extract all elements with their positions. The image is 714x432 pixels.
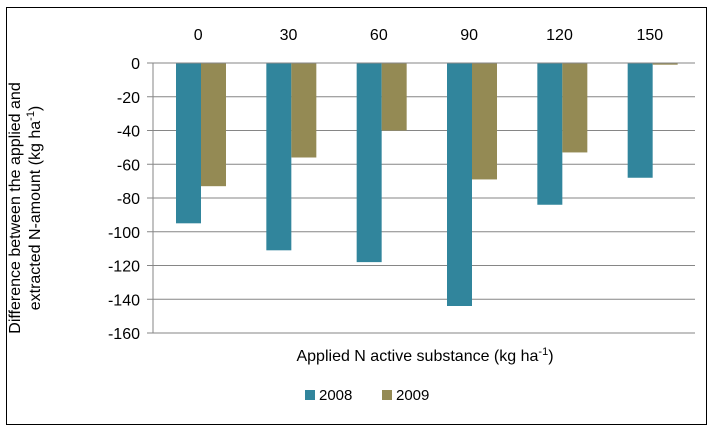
x-tick-label: 150 — [636, 27, 663, 44]
y-tick-labels: 0 -20 -40 -60 -80 -100 -120 -140 -160 — [108, 56, 140, 343]
bar-2009-0 — [201, 63, 226, 187]
x-axis-title-sup: -1 — [538, 346, 548, 358]
y-tick-label: -40 — [117, 124, 140, 141]
x-tick-label: 30 — [280, 27, 298, 44]
y-tick-label: -100 — [108, 225, 140, 242]
x-tick-label: 60 — [370, 27, 388, 44]
y-tick-label: -120 — [108, 259, 140, 276]
x-axis-title-main: Applied N active substance (kg ha — [296, 348, 538, 365]
bar-2008-30 — [266, 63, 292, 251]
bar-2009-60 — [381, 63, 407, 131]
axes — [152, 62, 695, 333]
bar-2009-30 — [291, 63, 317, 158]
bar-2008-150 — [627, 63, 653, 178]
x-tick-label: 90 — [460, 27, 478, 44]
bar-2008-0 — [176, 63, 201, 224]
bars — [176, 63, 678, 306]
y-axis-title-line2-sup: -1 — [25, 111, 37, 121]
x-axis-title: Applied N active substance (kg ha-1) — [296, 346, 553, 365]
y-tick-label: -20 — [117, 90, 140, 107]
legend-swatch-2009 — [382, 390, 392, 400]
gridlines — [147, 62, 695, 334]
y-tick-label: -160 — [108, 326, 140, 343]
y-axis-title-line1: Difference between the applied and — [7, 82, 24, 333]
legend: 2008 2009 — [305, 387, 429, 404]
y-tick-label: -80 — [117, 191, 140, 208]
chart-frame — [6, 7, 707, 425]
x-axis-title-end: ) — [548, 348, 553, 365]
bar-2008-60 — [356, 63, 382, 263]
bar-2009-150 — [652, 63, 678, 65]
y-tick-label: -60 — [117, 157, 140, 174]
bar-2008-90 — [447, 63, 472, 306]
legend-label-2008: 2008 — [319, 387, 352, 404]
legend-label-2009: 2009 — [396, 387, 429, 404]
y-tick-label: 0 — [131, 56, 140, 73]
bar-2009-120 — [562, 63, 588, 153]
y-tick-label: -140 — [108, 292, 140, 309]
x-tick-label: 0 — [194, 27, 203, 44]
y-axis-title-line2-end: ) — [27, 106, 44, 111]
y-axis-title-line2-main: extracted N-amount (kg ha — [27, 121, 44, 311]
bar-2009-90 — [472, 63, 497, 180]
x-tick-labels: 0 30 60 90 120 150 — [194, 27, 664, 44]
bar-2008-120 — [537, 63, 563, 205]
y-axis-title-line2: extracted N-amount (kg ha-1) — [25, 106, 44, 311]
legend-swatch-2008 — [305, 390, 315, 400]
x-tick-label: 120 — [546, 27, 573, 44]
